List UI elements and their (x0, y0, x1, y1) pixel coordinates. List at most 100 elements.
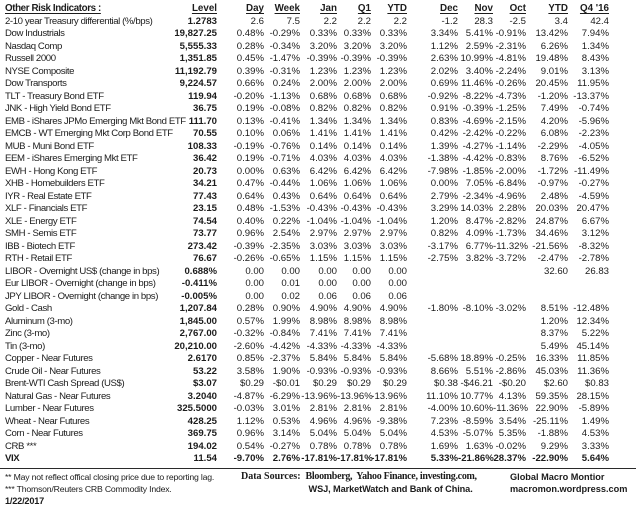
cell-q4-16: 42.4 (590, 15, 609, 27)
cell-oct: -3.72% (495, 253, 526, 264)
row-label: Dow Industrials (5, 28, 65, 39)
table-row: Wheat - Near Futures 428.25 1.12% 0.53% 4.96… (5, 416, 640, 429)
footer-divider (0, 467, 636, 469)
cell-q1: $0.29 (346, 378, 371, 389)
cell-day: 0.00% (236, 165, 264, 177)
cell-dec: 3.34% (430, 28, 458, 39)
cell-jan: -17.81% (301, 453, 337, 464)
cell-q4-16: 11.85% (577, 353, 609, 364)
cell-q4-16 (568, 278, 609, 291)
cell-day: 0.19% (236, 103, 264, 114)
cell-week: 3.14% (272, 428, 300, 439)
cell-dec: -2.75% (427, 253, 458, 264)
cell-nov (458, 328, 493, 341)
cell-jan: 2.81% (309, 403, 337, 414)
table-row: EMCB - WT Emerging Mkt Corp Bond ETF 70.5… (5, 128, 640, 141)
cell-level: 36.75 (192, 103, 217, 114)
cell-ytd-2016: 24.87% (535, 215, 568, 227)
cell-q1: -4.33% (340, 340, 371, 352)
cell-day: -9.70% (233, 453, 264, 464)
row-label: VIX (5, 453, 20, 464)
row-label: MUB - Muni Bond ETF (5, 140, 94, 152)
cell-day: -0.39% (233, 240, 264, 252)
cell-oct: -4.81% (495, 53, 526, 64)
cell-ytd: 0.64% (379, 190, 407, 202)
cell-oct: -11.32% (493, 240, 529, 252)
row-label: LIBOR - Overnight US$ (change in bps) (5, 265, 160, 277)
table-row: Tin (3-mo) 20,210.00 -2.60% -4.42% -4.33% -4.… (5, 341, 640, 354)
cell-dec: 4.53% (430, 428, 458, 439)
cell-ytd: 2.97% (379, 228, 407, 239)
cell-q4-16: -5.96% (578, 115, 609, 127)
cell-ytd: 4.03% (379, 153, 407, 164)
cell-q1: 2.81% (343, 403, 371, 414)
cell-day: 0.57% (236, 315, 264, 327)
cell-ytd: -0.93% (376, 365, 407, 377)
cell-week: -0.76% (269, 140, 300, 152)
data-sources-line-2: WSJ, MarketWatch and Bank of China. (308, 484, 473, 495)
cell-ytd: -9.38% (376, 415, 407, 427)
cell-ytd-2016: 5.49% (540, 340, 568, 352)
cell-q1: 1.15% (343, 253, 371, 264)
cell-day: 0.00 (245, 290, 264, 302)
cell-oct: 28.37% (493, 453, 526, 464)
cell-day: 0.10% (236, 128, 264, 139)
table-row: EWH - Hong Kong ETF 20.73 0.00% 0.63% 6.42% 6… (5, 166, 640, 179)
cell-q1: 0.00 (352, 278, 371, 289)
row-label: RTH - Retail ETF (5, 253, 72, 264)
cell-dec: -5.68% (427, 353, 458, 364)
cell-ytd: 0.14% (379, 140, 407, 152)
cell-nov: 3.40% (465, 65, 493, 77)
cell-q4-16: 20.47% (576, 203, 609, 214)
cell-day: 0.40% (236, 215, 264, 227)
row-label: Copper - Near Futures (5, 353, 93, 364)
cell-ytd-2016: -1.72% (537, 165, 568, 177)
cell-q4-16: 45.14% (576, 340, 609, 352)
cell-level: 9,224.57 (179, 78, 217, 89)
cell-q1: 1.41% (343, 128, 371, 139)
cell-jan: 0.00 (318, 278, 337, 289)
row-label: XLF - Financials ETF (5, 203, 88, 214)
cell-dec: -1.38% (427, 153, 458, 164)
row-label: Russell 2000 (5, 53, 56, 64)
cell-level: 53.22 (192, 365, 217, 377)
cell-q4-16 (568, 291, 609, 304)
cell-nov (458, 341, 493, 354)
cell-day: 0.48% (236, 28, 264, 39)
cell-dec: 2.02% (430, 65, 458, 77)
footnote-crb-index: *** Thomson/Reuters CRB Commodity Index. (5, 483, 172, 494)
cell-oct: -0.02% (495, 440, 526, 452)
cell-oct (493, 278, 526, 291)
cell-oct: -0.25% (495, 353, 526, 364)
cell-oct: -0.91% (495, 28, 526, 39)
cell-jan: 4.03% (309, 153, 337, 164)
cell-nov: -$46.21 (460, 378, 493, 389)
cell-oct (493, 266, 526, 279)
cell-level: 1,351.85 (179, 53, 217, 64)
cell-ytd-2016: 20.03% (535, 203, 568, 214)
cell-week: -1.47% (269, 53, 300, 64)
cell-dec: -7.98% (427, 165, 458, 177)
row-label: EMB - iShares JPMo Emerging Mkt Bond ETF (5, 115, 186, 127)
cell-day: -0.20% (233, 90, 264, 102)
cell-q1: 1.23% (343, 65, 371, 77)
cell-level: 325.5000 (176, 403, 217, 414)
cell-q1: -17.81% (337, 453, 373, 464)
cell-ytd: 3.03% (379, 240, 407, 252)
table-row: Eur LIBOR - Overnight (change in bps) -0.… (5, 278, 640, 291)
cell-ytd-2016: 8.37% (540, 328, 568, 339)
cell-oct: 3.54% (498, 415, 526, 427)
cell-day: 0.39% (236, 65, 264, 77)
row-label: XHB - Homebuilders ETF (5, 178, 105, 189)
cell-nov: -2.42% (462, 128, 493, 139)
cell-oct (493, 291, 526, 304)
cell-nov: -4.42% (462, 153, 493, 164)
table-row: Zinc (3-mo) 2,767.00 -0.32% -0.84% 7.41% 7.41… (5, 328, 640, 341)
cell-week: -0.41% (269, 115, 300, 127)
cell-nov: 5.41% (465, 28, 493, 39)
cell-dec: 0.69% (430, 78, 458, 89)
cell-week: -0.84% (269, 328, 300, 339)
cell-ytd-2016: 16.33% (535, 353, 568, 364)
cell-week: 2.76% (272, 453, 300, 464)
cell-week: 0.00 (281, 265, 300, 277)
